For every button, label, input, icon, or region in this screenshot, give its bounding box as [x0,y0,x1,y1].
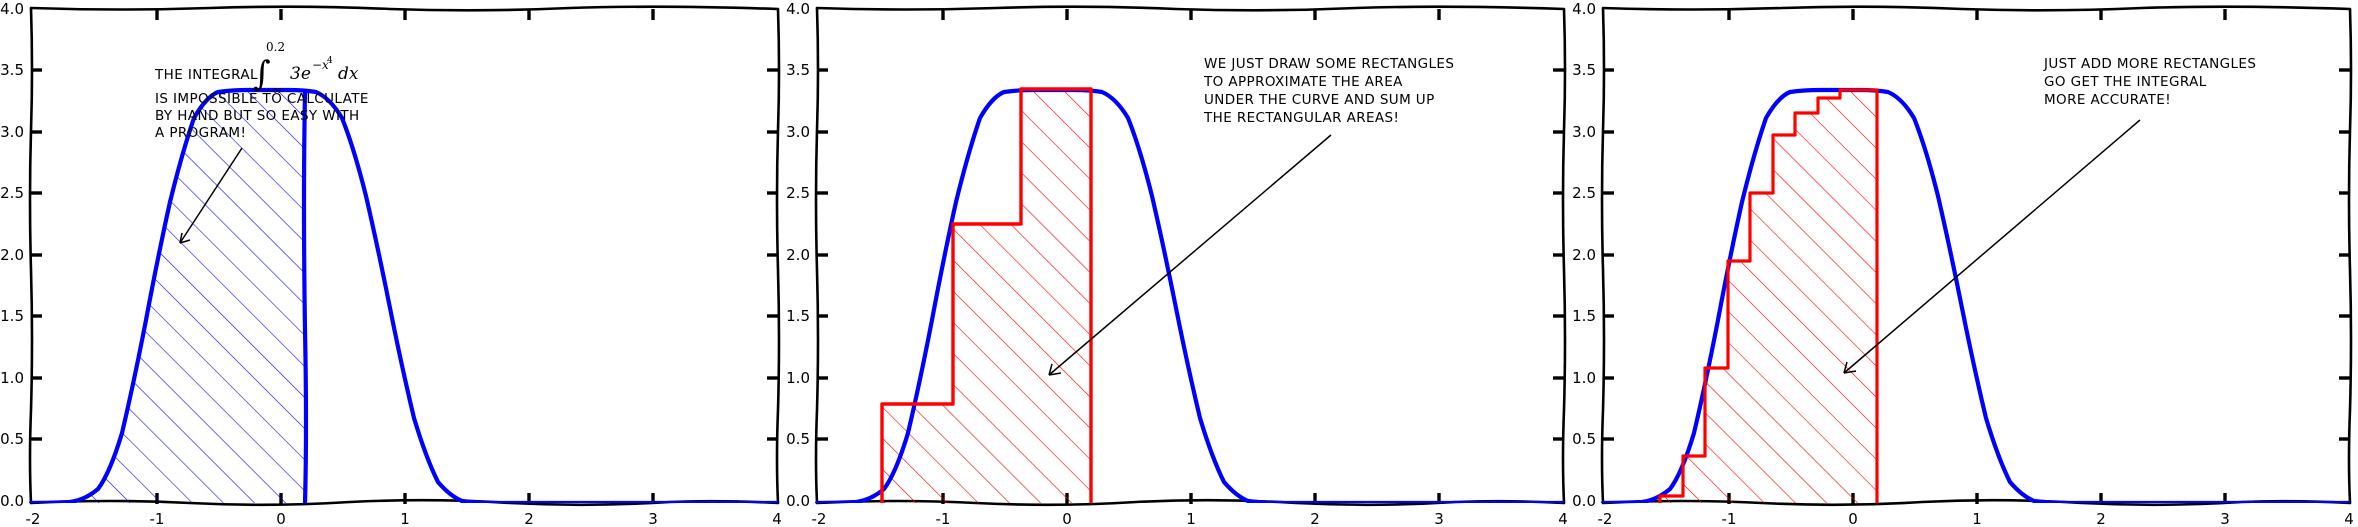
x-tick-label: -2 [26,510,41,527]
y-tick-label: 1.5 [1572,307,1596,325]
x-tick-label: -1 [936,510,951,527]
panel-1-x-tick-labels: -2 -1 0 1 2 3 4 [26,510,782,527]
y-tick-label: 1.5 [786,307,810,325]
y-tick-label: 3.0 [1572,123,1596,141]
y-tick-label: 1.0 [0,369,24,387]
panel-1-svg: 4.0 3.5 3.0 2.5 2.0 1.5 1.0 0.5 0.0 -2 -… [0,0,782,527]
panel-3-x-tick-labels: -2 -1 0 1 2 3 4 [1598,510,2354,527]
differential: dx [338,64,359,84]
integral-math-expression: ∫ 0.2 −∞ 3e −x 4 dx [253,40,359,97]
riemann-rectangles-fill-2 [882,89,1091,503]
integral-sign-icon: ∫ [253,54,271,94]
y-tick-label: 2.5 [1572,184,1596,202]
y-tick-label: 0.0 [0,492,24,510]
annotation-prefix: THE INTEGRAL [154,67,258,83]
x-tick-label: -1 [150,510,165,527]
panel-2-svg: 4.0 3.5 3.0 2.5 2.0 1.5 1.0 0.5 0.0 -2 -… [786,0,1568,527]
y-tick-label: 4.0 [1572,0,1596,18]
y-tick-label: 0.5 [1572,430,1596,448]
y-tick-label: 3.5 [786,61,810,79]
x-tick-label: -2 [1598,510,1613,527]
y-tick-label: 2.0 [1572,246,1596,264]
plot-panel-3: 4.0 3.5 3.0 2.5 2.0 1.5 1.0 0.5 0.0 -2 -… [1572,0,2358,527]
annotation-line: A PROGRAM! [155,125,246,141]
riemann-rectangles-outline-3 [1658,88,1879,503]
riemann-rectangles-fill-3 [1660,90,1877,503]
y-tick-label: 0.5 [0,430,24,448]
panel-3-svg: 4.0 3.5 3.0 2.5 2.0 1.5 1.0 0.5 0.0 -2 -… [1572,0,2354,527]
integral-fill-region-1 [31,91,305,503]
y-tick-label: 1.5 [0,307,24,325]
y-tick-label: 3.5 [1572,61,1596,79]
x-tick-label: 0 [1848,510,1858,527]
panel-1-annotation: THE INTEGRAL ∫ 0.2 −∞ 3e −x 4 dx IS IMPO… [154,40,369,244]
y-tick-label: 1.0 [786,369,810,387]
x-tick-label: 4 [2344,510,2354,527]
x-tick-label: 3 [1434,510,1444,527]
x-tick-label: 2 [2096,510,2106,527]
annotation-line: WE JUST DRAW SOME RECTANGLES [1204,56,1454,72]
y-tick-label: 4.0 [0,0,24,18]
y-tick-label: 2.5 [786,184,810,202]
x-tick-label: 4 [772,510,782,527]
y-tick-label: 4.0 [786,0,810,18]
y-tick-label: 2.0 [786,246,810,264]
function-curve-1 [28,87,778,503]
integral-lower-limit: −∞ [262,83,282,97]
annotation-arrow-1 [179,147,243,244]
integral-upper-bound-line-1 [301,89,309,503]
annotation-line: TO APPROXIMATE THE AREA [1203,74,1403,90]
panel-3-annotation: JUST ADD MORE RECTANGLES GO GET THE INTE… [1843,56,2256,374]
function-curve-2 [814,87,1564,503]
y-tick-label: 1.0 [1572,369,1596,387]
x-tick-label: 3 [2220,510,2230,527]
panel-2-y-tick-labels: 4.0 3.5 3.0 2.5 2.0 1.5 1.0 0.5 0.0 [786,0,810,510]
x-tick-label: 1 [400,510,410,527]
x-tick-label: 0 [1062,510,1072,527]
annotation-line: JUST ADD MORE RECTANGLES [2043,56,2256,72]
riemann-rectangles-outline-2 [880,87,1093,503]
y-tick-label: 2.5 [0,184,24,202]
y-tick-label: 3.0 [0,123,24,141]
panel-2-annotation: WE JUST DRAW SOME RECTANGLES TO APPROXIM… [1048,56,1454,376]
annotation-line: UNDER THE CURVE AND SUM UP [1204,92,1435,108]
x-tick-label: 1 [1972,510,1982,527]
annotation-line: GO GET THE INTEGRAL [2044,74,2207,90]
annotation-arrowhead-3 [1843,361,1857,374]
annotation-line: BY HAND BUT SO EASY WITH [155,108,360,124]
plot-panel-1: 4.0 3.5 3.0 2.5 2.0 1.5 1.0 0.5 0.0 -2 -… [0,0,786,527]
panel-3-y-tick-labels: 4.0 3.5 3.0 2.5 2.0 1.5 1.0 0.5 0.0 [1572,0,1596,510]
annotation-arrowhead-2 [1048,363,1062,376]
annotation-line: IS IMPOSSIBLE TO CALCULATE [155,91,369,107]
plot-panel-2: 4.0 3.5 3.0 2.5 2.0 1.5 1.0 0.5 0.0 -2 -… [786,0,1572,527]
integrand: 3e [290,64,311,84]
annotation-arrow-3 [1843,119,2141,374]
annotation-line: THE RECTANGULAR AREAS! [1203,110,1399,126]
panel-1-y-tick-labels: 4.0 3.5 3.0 2.5 2.0 1.5 1.0 0.5 0.0 [0,0,24,510]
annotation-arrowhead-1 [179,232,191,244]
x-tick-label: 3 [648,510,658,527]
y-tick-label: 0.0 [786,492,810,510]
x-tick-label: 0 [276,510,286,527]
annotation-line: MORE ACCURATE! [2044,92,2171,108]
x-tick-label: 4 [1558,510,1568,527]
y-tick-label: 3.0 [786,123,810,141]
x-tick-label: -2 [812,510,827,527]
y-tick-label: 2.0 [0,246,24,264]
y-tick-label: 3.5 [0,61,24,79]
x-tick-label: -1 [1722,510,1737,527]
integrand-exponent-power: 4 [327,56,333,66]
x-tick-label: 2 [1310,510,1320,527]
y-tick-label: 0.0 [1572,492,1596,510]
y-tick-label: 0.5 [786,430,810,448]
integrand-exponent: −x [312,58,329,72]
annotation-arrow-2 [1048,134,1332,376]
integral-upper-limit: 0.2 [266,40,285,54]
x-tick-label: 2 [524,510,534,527]
x-tick-label: 1 [1186,510,1196,527]
panel-2-x-tick-labels: -2 -1 0 1 2 3 4 [812,510,1568,527]
